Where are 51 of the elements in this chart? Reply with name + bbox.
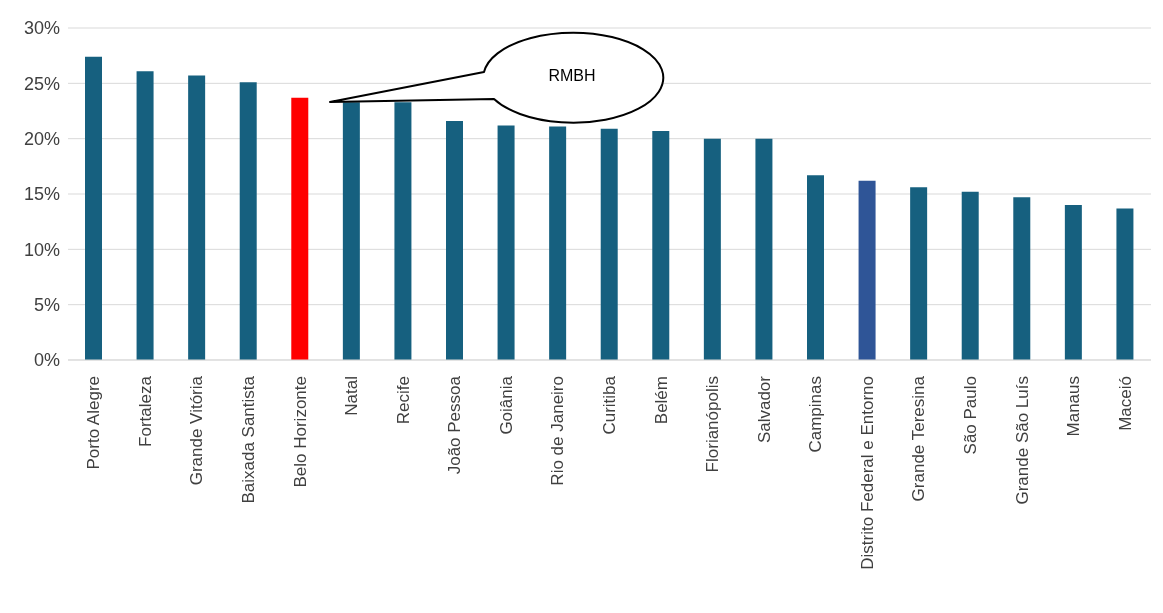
bar [755,138,773,360]
annotation: RMBH [548,67,596,84]
bar [239,82,257,360]
bar [652,130,670,360]
x-tick-label: Curitiba [600,375,619,435]
y-tick-label: 5% [33,295,60,316]
x-tick-label: João Pessoa [445,375,465,475]
x-tick-label: Manaus [1064,376,1084,437]
x-tick-label: Porto Alegre [84,376,104,470]
bar [497,125,515,360]
bar [136,71,154,360]
x-tick-label: Distrito Federal e Entorno [857,376,877,570]
y-tick-label: 20% [23,129,60,150]
bar [858,180,876,360]
bar [1013,197,1031,360]
x-tick-label: Baixada Santista [239,375,258,504]
x-tick-label: Maceió [1115,376,1135,431]
x-tick-label: Recife [393,376,413,425]
bar [961,191,979,360]
bar [600,128,618,360]
bar [188,75,206,360]
bar [291,97,309,360]
bar [703,138,721,360]
x-tick-label: Belo Horizonte [290,376,310,488]
x-tick-label: Goiânia [496,375,516,435]
x-tick-label: Grande São Luís [1012,376,1032,505]
bar [910,187,928,360]
x-tick-label: Grande Teresina [909,375,929,502]
y-tick-label: 15% [23,184,60,205]
speech-balloon: RMBH [329,31,665,124]
y-tick-label: 10% [23,239,60,260]
x-tick-label: São Paulo [961,376,980,455]
bar [1116,208,1134,360]
bar [1064,205,1082,360]
bar [342,102,360,360]
bar [807,175,824,360]
x-tick-label: Grande Vitória [187,375,207,486]
y-tick-label: 30% [23,18,60,39]
bar [85,56,102,360]
bar [446,120,463,360]
y-tick-label: 25% [23,73,60,94]
bar [394,102,412,360]
x-tick-label: Fortaleza [135,375,155,447]
x-tick-label: Rio de Janeiro [548,376,568,486]
x-tick-label: Florianópolis [703,376,723,473]
bar [549,126,567,360]
y-tick-label: 0% [33,350,60,371]
x-tick-label: Campinas [806,376,826,453]
x-tick-label: Natal [342,376,362,416]
x-tick-label: Belém [651,376,671,425]
x-tick-label: Salvador [754,375,774,444]
